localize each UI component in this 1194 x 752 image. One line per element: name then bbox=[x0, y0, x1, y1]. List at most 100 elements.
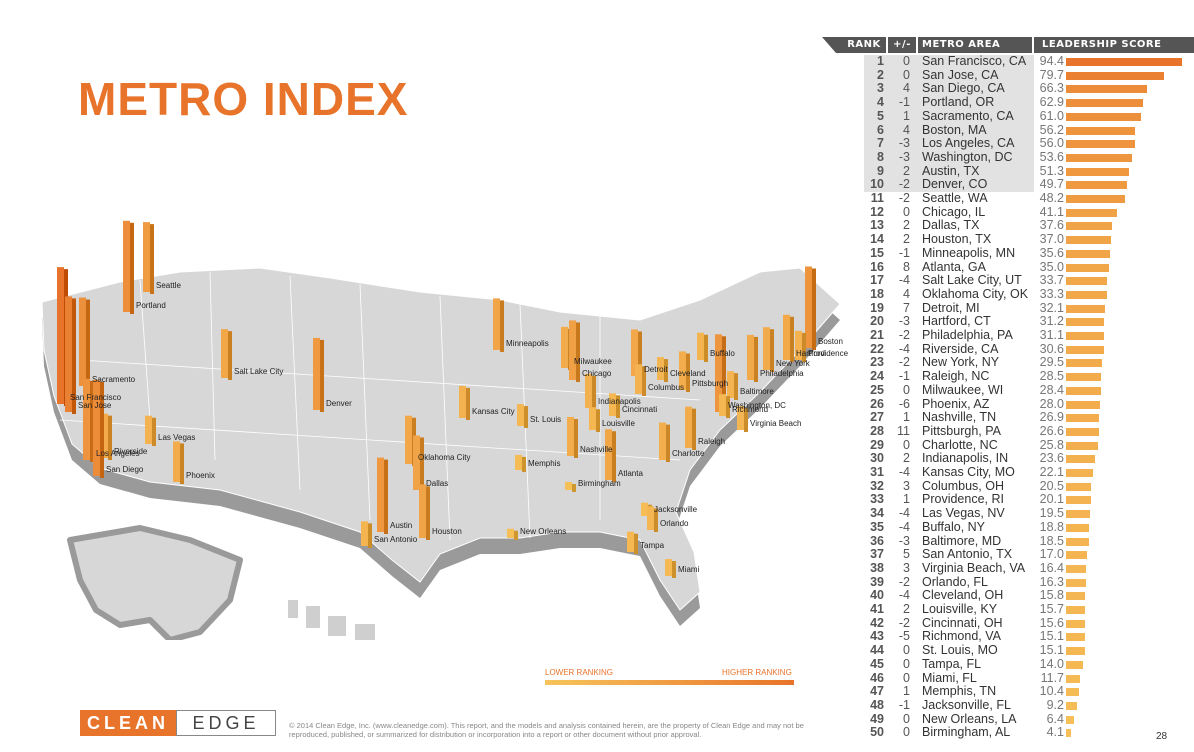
change-cell: 2 bbox=[903, 163, 910, 178]
metro-cell: Indianapolis, IN bbox=[922, 451, 1009, 466]
metro-cell: Baltimore, MD bbox=[922, 533, 1002, 548]
score-label: 11.7 bbox=[1040, 670, 1064, 685]
pillar-front bbox=[65, 296, 72, 412]
score-label: 37.0 bbox=[1039, 232, 1064, 247]
metro-pillar bbox=[763, 327, 774, 372]
metro-pillar bbox=[659, 422, 670, 462]
score-bar bbox=[1066, 647, 1085, 656]
table-row: 50 0 Birmingham, AL 4.1 bbox=[864, 726, 1194, 740]
change-cell: -4 bbox=[898, 506, 910, 521]
score-bar bbox=[1066, 482, 1092, 491]
pillar-front bbox=[747, 334, 754, 380]
metro-cell: Miami, FL bbox=[922, 670, 977, 685]
metro-pillar bbox=[79, 297, 90, 388]
change-cell: -1 bbox=[898, 369, 910, 384]
score-bar bbox=[1066, 126, 1136, 135]
rank-cell: 24 bbox=[870, 369, 884, 384]
pillar-front bbox=[101, 413, 108, 458]
score-label: 53.6 bbox=[1039, 149, 1064, 164]
score-label: 17.0 bbox=[1039, 547, 1064, 562]
pillar-front bbox=[715, 334, 722, 412]
rank-cell: 16 bbox=[870, 259, 884, 274]
metro-pillar bbox=[631, 329, 642, 378]
map-label: Buffalo bbox=[710, 349, 735, 358]
score-label: 26.9 bbox=[1039, 410, 1064, 425]
map-label: Chicago bbox=[582, 369, 612, 378]
score-label: 25.8 bbox=[1039, 437, 1064, 452]
change-cell: -2 bbox=[898, 574, 910, 589]
metro-cell: Dallas, TX bbox=[922, 218, 980, 233]
rank-cell: 44 bbox=[870, 643, 884, 658]
rank-cell: 12 bbox=[870, 204, 884, 219]
pillar-side bbox=[754, 336, 758, 382]
pillar-front bbox=[659, 422, 666, 460]
table-row: 44 0 St. Louis, MO 15.1 bbox=[864, 643, 1194, 658]
pillar-front bbox=[517, 404, 524, 426]
map-label: St. Louis bbox=[530, 415, 561, 424]
metro-pillar bbox=[715, 334, 726, 414]
pillar-side bbox=[228, 331, 232, 380]
score-bar bbox=[1066, 592, 1086, 601]
score-label: 29.5 bbox=[1039, 355, 1064, 370]
rank-cell: 19 bbox=[870, 300, 884, 315]
metro-pillar bbox=[697, 332, 708, 362]
score-label: 16.3 bbox=[1039, 574, 1064, 589]
score-label: 16.4 bbox=[1039, 560, 1064, 575]
pillar-side bbox=[514, 530, 518, 540]
rank-cell: 4 bbox=[877, 95, 884, 110]
pillar-side bbox=[130, 222, 134, 314]
score-bar bbox=[1066, 58, 1182, 66]
rank-cell: 27 bbox=[870, 410, 884, 425]
table-row: 24 -1 Raleigh, NC 28.5 bbox=[864, 369, 1194, 384]
table-row: 20 -3 Hartford, CT 31.2 bbox=[864, 315, 1194, 329]
change-cell: 2 bbox=[903, 232, 910, 247]
table-row: 7 -3 Los Angeles, CA 56.0 bbox=[864, 136, 1194, 151]
metro-cell: Riverside, CA bbox=[922, 341, 999, 356]
rank-cell: 13 bbox=[870, 218, 884, 233]
table-row: 15 -1 Minneapolis, MN 35.6 bbox=[864, 246, 1194, 261]
map-label: Nashville bbox=[580, 445, 613, 454]
metro-pillar bbox=[585, 373, 596, 410]
change-cell: -6 bbox=[898, 396, 910, 411]
table-row: 5 1 Sacramento, CA 61.0 bbox=[864, 109, 1194, 124]
pillar-front bbox=[565, 482, 572, 490]
rank-cell: 36 bbox=[870, 533, 884, 548]
map-label: New Orleans bbox=[520, 527, 566, 536]
table-row: 23 -2 New York, NY 29.5 bbox=[864, 356, 1194, 370]
map-label: Charlotte bbox=[672, 449, 705, 458]
map-label: Cincinnati bbox=[622, 405, 657, 414]
rank-cell: 40 bbox=[870, 588, 884, 603]
score-label: 79.7 bbox=[1039, 67, 1064, 82]
score-label: 15.8 bbox=[1039, 588, 1064, 603]
pillar-front bbox=[589, 407, 596, 430]
metro-pillar bbox=[493, 298, 504, 352]
score-label: 15.1 bbox=[1039, 643, 1064, 658]
pillar-side bbox=[420, 437, 424, 492]
change-cell: -1 bbox=[898, 95, 910, 110]
score-label: 22.1 bbox=[1039, 465, 1064, 479]
pillar-front bbox=[685, 406, 692, 448]
pillar-side bbox=[524, 406, 528, 428]
pillar-front bbox=[697, 332, 704, 360]
pillar-side bbox=[722, 336, 726, 414]
score-bar bbox=[1066, 373, 1102, 382]
pillar-front bbox=[647, 506, 654, 530]
metro-pillar bbox=[459, 385, 470, 420]
score-bar bbox=[1066, 427, 1099, 436]
map-label: Miami bbox=[678, 565, 700, 574]
pillar-front bbox=[719, 394, 726, 416]
pillar-front bbox=[679, 351, 686, 390]
rank-cell: 17 bbox=[870, 273, 884, 288]
score-label: 4.1 bbox=[1046, 725, 1064, 740]
table-row: 22 -4 Riverside, CA 30.6 bbox=[864, 341, 1194, 357]
table-header: RANK +/- METRO AREA LEADERSHIP SCORE bbox=[822, 37, 1194, 53]
change-cell: -1 bbox=[898, 697, 910, 712]
score-bar bbox=[1066, 277, 1108, 286]
score-bar bbox=[1066, 674, 1081, 683]
score-label: 33.3 bbox=[1039, 286, 1064, 301]
rank-cell: 20 bbox=[870, 314, 884, 329]
score-bar bbox=[1066, 359, 1103, 368]
pillar-front bbox=[83, 378, 90, 460]
pillar-front bbox=[79, 297, 86, 386]
table-row: 28 11 Pittsburgh, PA 26.6 bbox=[864, 424, 1194, 439]
